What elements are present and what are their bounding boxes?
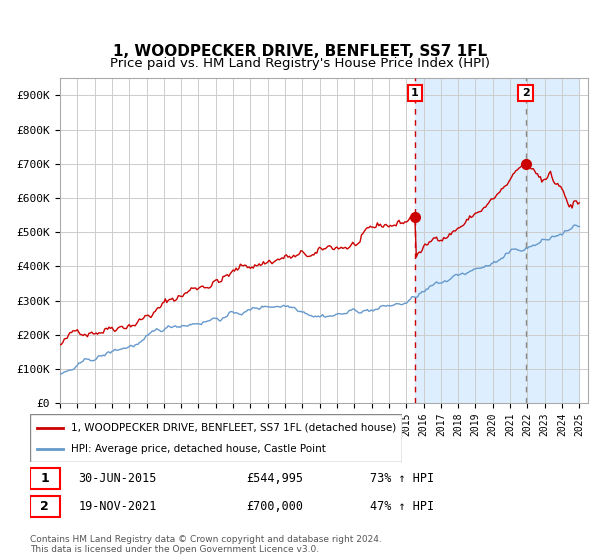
FancyBboxPatch shape [30,496,60,517]
Text: £700,000: £700,000 [246,500,303,514]
Text: 73% ↑ HPI: 73% ↑ HPI [370,472,434,486]
Text: 1: 1 [411,88,419,98]
Text: 1, WOODPECKER DRIVE, BENFLEET, SS7 1FL: 1, WOODPECKER DRIVE, BENFLEET, SS7 1FL [113,44,487,59]
Bar [415,78,580,403]
Text: 2: 2 [40,500,49,514]
Text: 30-JUN-2015: 30-JUN-2015 [79,472,157,486]
FancyBboxPatch shape [30,468,60,489]
Text: HPI: Average price, detached house, Castle Point: HPI: Average price, detached house, Cast… [71,444,326,454]
Text: Price paid vs. HM Land Registry's House Price Index (HPI): Price paid vs. HM Land Registry's House … [110,57,490,70]
FancyBboxPatch shape [30,414,402,462]
Text: 2: 2 [522,88,530,98]
Text: 1, WOODPECKER DRIVE, BENFLEET, SS7 1FL (detached house): 1, WOODPECKER DRIVE, BENFLEET, SS7 1FL (… [71,423,396,433]
Text: Contains HM Land Registry data © Crown copyright and database right 2024.
This d: Contains HM Land Registry data © Crown c… [30,535,382,554]
Text: £544,995: £544,995 [246,472,303,486]
Text: 1: 1 [40,472,49,486]
Text: 19-NOV-2021: 19-NOV-2021 [79,500,157,514]
Text: 47% ↑ HPI: 47% ↑ HPI [370,500,434,514]
